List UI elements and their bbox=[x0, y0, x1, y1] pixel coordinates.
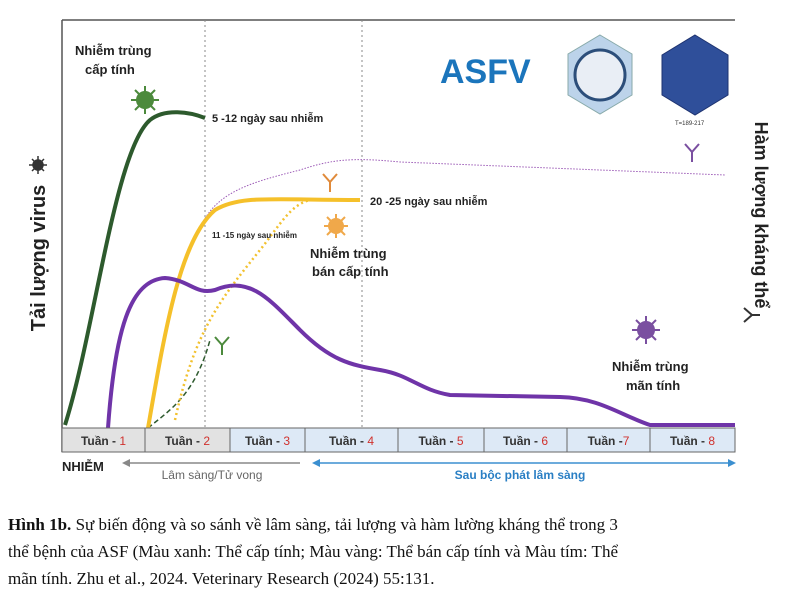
subacute-antibody bbox=[173, 198, 311, 421]
week-prefix: Tuần - bbox=[81, 434, 119, 448]
virus-core bbox=[573, 48, 627, 102]
week-number: 7 bbox=[623, 434, 630, 448]
week-cell bbox=[483, 427, 568, 453]
week-label: Tuần - 3 bbox=[245, 434, 290, 448]
curves bbox=[63, 110, 735, 429]
antibody-icon bbox=[684, 143, 700, 162]
virus-illustration bbox=[567, 34, 729, 116]
week-prefix: Tuần - bbox=[245, 434, 283, 448]
caption-line: Hình 1b. Sự biến động và so sánh về lâm … bbox=[8, 515, 618, 534]
week-number: 1 bbox=[119, 434, 126, 448]
virus-capsid bbox=[661, 34, 729, 116]
caption-line: mãn tính. Zhu et al., 2024. Veterinary R… bbox=[8, 569, 434, 588]
week-label: Tuần - 5 bbox=[418, 434, 463, 448]
week-prefix: Tuần - bbox=[503, 434, 541, 448]
virus-icon bbox=[632, 316, 660, 344]
week-cell bbox=[397, 427, 485, 453]
week-number: 2 bbox=[203, 434, 210, 448]
week-bar: Tuần - 1 Tuần - 2 Tuần - 3 Tuần - 4 Tuần - 5… bbox=[61, 427, 736, 453]
virus-icon bbox=[131, 86, 159, 114]
caption-line: thể bệnh của ASF (Màu xanh: Thể cấp tính… bbox=[8, 542, 618, 561]
chronic-label: mãn tính bbox=[626, 378, 680, 393]
caption-label: Hình 1b. bbox=[8, 515, 71, 534]
week-label: Tuần - 2 bbox=[165, 434, 210, 448]
week-number: 5 bbox=[457, 434, 464, 448]
antibody-curve bbox=[194, 159, 726, 241]
week-prefix: Tuần - bbox=[670, 434, 708, 448]
subacute-time2: 11 -15 ngày sau nhiễm bbox=[212, 231, 297, 240]
phase-label: Sau bộc phát lâm sàng bbox=[455, 468, 586, 482]
week-number: 3 bbox=[283, 434, 290, 448]
week-cell bbox=[649, 427, 736, 453]
infection-label: NHIỄM bbox=[62, 459, 104, 474]
week-number: 6 bbox=[541, 434, 548, 448]
subacute-label: bán cấp tính bbox=[312, 264, 389, 279]
arrow-head bbox=[122, 459, 130, 467]
phase-label: Lâm sàng/Tử vong bbox=[162, 468, 263, 482]
arrow-head bbox=[728, 459, 736, 467]
week-number: 8 bbox=[708, 434, 715, 448]
week-cell bbox=[566, 427, 651, 453]
virus-icon bbox=[324, 214, 348, 238]
virus-icon bbox=[29, 156, 47, 174]
antibody-icon bbox=[743, 307, 760, 323]
week-prefix: Tuần - bbox=[418, 434, 456, 448]
week-label: Tuần - 4 bbox=[329, 434, 374, 448]
week-prefix: Tuần - bbox=[329, 434, 367, 448]
week-label: Tuần - 6 bbox=[503, 434, 548, 448]
arrow-head bbox=[312, 459, 320, 467]
week-label: Tuần - 1 bbox=[81, 434, 126, 448]
week-prefix: Tuần - bbox=[588, 434, 623, 448]
week-cell bbox=[144, 427, 231, 453]
antibody-acute bbox=[147, 339, 211, 429]
week-number: 4 bbox=[367, 434, 374, 448]
acute-time: 5 -12 ngày sau nhiễm bbox=[212, 112, 323, 125]
antibody-icon bbox=[322, 173, 338, 192]
acute-label: Nhiễm trùng bbox=[75, 43, 152, 58]
chronic-curve bbox=[106, 275, 735, 429]
virus-t: T=189-217 bbox=[675, 121, 705, 127]
week-label: Tuần -7 bbox=[588, 434, 630, 448]
chronic-label: Nhiễm trùng bbox=[612, 359, 689, 374]
week-label: Tuần - 8 bbox=[670, 434, 715, 448]
acute-curve bbox=[63, 110, 206, 426]
right-axis-label: Hàm lượng kháng thể bbox=[751, 122, 771, 309]
virus-name: ASFV bbox=[440, 53, 531, 91]
antibody-icon bbox=[214, 336, 230, 355]
left-axis-label: Tải lượng virus bbox=[28, 185, 50, 332]
week-prefix: Tuần - bbox=[165, 434, 203, 448]
subacute-curve bbox=[146, 197, 361, 429]
acute-label: cấp tính bbox=[85, 62, 135, 77]
subacute-label: Nhiễm trùng bbox=[310, 246, 387, 261]
caption-text: Sự biến động và so sánh về lâm sàng, tải… bbox=[71, 515, 618, 534]
antibody-icons bbox=[214, 143, 760, 355]
subacute-time: 20 -25 ngày sau nhiễm bbox=[370, 195, 488, 208]
